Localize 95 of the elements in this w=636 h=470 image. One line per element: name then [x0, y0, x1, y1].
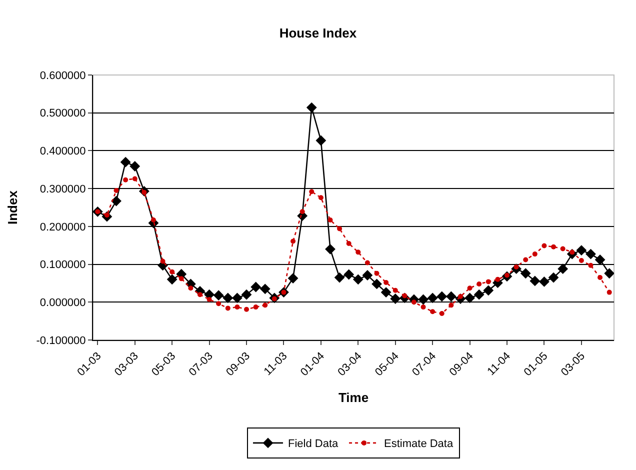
point: [594, 254, 606, 265]
point: [337, 226, 342, 232]
point: [588, 262, 594, 268]
point: [262, 302, 268, 308]
point: [170, 269, 175, 274]
point: [430, 309, 436, 314]
point: [188, 286, 194, 291]
point: [213, 290, 224, 301]
point: [206, 296, 212, 302]
point: [532, 252, 538, 257]
point: [225, 306, 230, 311]
point: [300, 209, 305, 214]
point: [520, 268, 531, 279]
point: [364, 260, 370, 266]
y-tick-label: 0.300000: [40, 183, 86, 196]
point: [523, 257, 528, 262]
y-tick-label: 0.000000: [40, 296, 86, 309]
x-axis-title: Time: [338, 390, 369, 406]
point: [250, 282, 262, 292]
point: [448, 302, 454, 308]
point: [166, 274, 178, 285]
point: [309, 189, 314, 194]
point: [486, 279, 491, 284]
point: [446, 291, 456, 302]
point: [474, 289, 484, 300]
point: [530, 276, 540, 286]
point: [606, 290, 612, 295]
point: [352, 274, 364, 285]
point: [150, 217, 156, 222]
y-tick-label: -0.100000: [36, 334, 86, 347]
point: [586, 248, 596, 260]
y-tick-label: 0.500000: [40, 108, 86, 120]
point: [560, 246, 566, 252]
point: [539, 276, 550, 287]
point: [111, 196, 122, 206]
point: [558, 264, 568, 274]
point: [328, 217, 333, 222]
chart-title: House Index: [279, 25, 358, 40]
point: [325, 244, 336, 254]
point: [234, 304, 240, 310]
point: [604, 268, 614, 279]
point: [392, 288, 398, 293]
point: [420, 304, 426, 310]
point: [216, 301, 222, 306]
point: [476, 281, 482, 286]
point: [542, 243, 547, 248]
y-tick-label: 0.400000: [40, 146, 86, 158]
point: [178, 276, 184, 282]
point: [123, 177, 128, 182]
legend-label: Estimate Data: [384, 438, 454, 450]
y-tick-label: 0.600000: [40, 70, 86, 82]
point: [290, 238, 296, 244]
point: [197, 292, 202, 298]
point: [334, 272, 345, 283]
point: [390, 294, 401, 304]
point: [318, 195, 324, 200]
point: [548, 272, 559, 283]
point: [356, 250, 361, 255]
point: [222, 292, 234, 304]
point: [576, 245, 587, 256]
point: [384, 280, 389, 285]
legend-label: Field Data: [288, 438, 340, 450]
point: [374, 270, 380, 276]
point: [306, 102, 317, 113]
point: [260, 284, 270, 294]
point: [464, 292, 475, 304]
point: [362, 270, 373, 280]
point: [114, 188, 119, 193]
point: [244, 306, 250, 312]
point: [495, 276, 500, 282]
point: [232, 292, 242, 304]
point: [346, 240, 352, 246]
point: [436, 291, 448, 302]
point: [439, 311, 444, 316]
point: [130, 161, 140, 172]
point: [316, 135, 326, 146]
point: [120, 156, 131, 168]
point: [427, 292, 438, 304]
point: [253, 304, 258, 310]
point: [467, 286, 472, 291]
point: [160, 258, 166, 264]
y-tick-label: 0.200000: [40, 221, 86, 234]
point: [132, 176, 138, 182]
point: [418, 294, 428, 305]
point: [551, 244, 556, 250]
point: [372, 278, 382, 290]
point: [344, 269, 354, 280]
y-tick-label: 0.100000: [40, 259, 86, 272]
point: [578, 258, 584, 263]
point: [598, 275, 603, 280]
point: [288, 273, 298, 284]
point: [380, 287, 392, 298]
point: [483, 285, 494, 296]
y-axis-title: Index: [5, 190, 20, 224]
point: [241, 289, 252, 300]
